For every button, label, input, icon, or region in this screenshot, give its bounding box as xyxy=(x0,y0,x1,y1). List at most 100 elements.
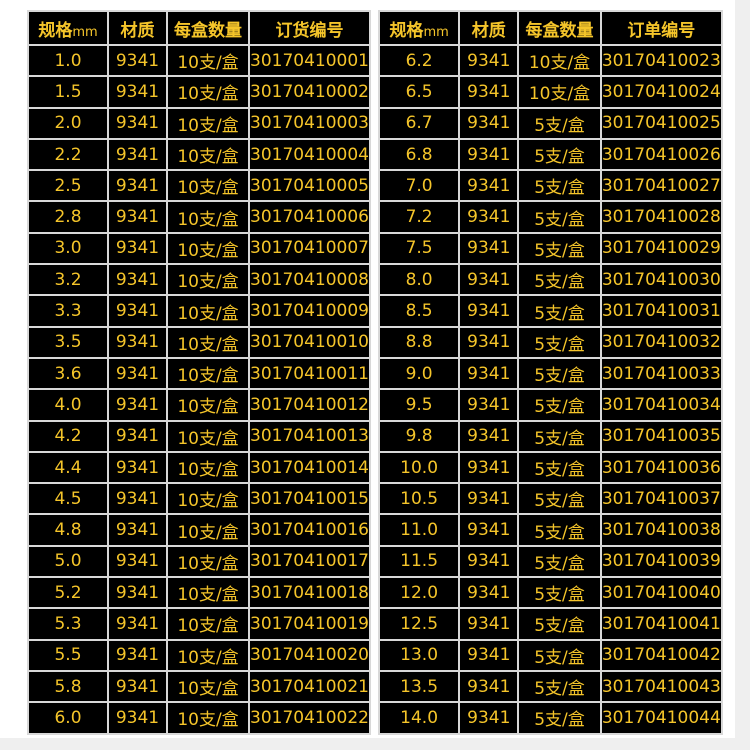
cell-quantity: 10支/盒 xyxy=(166,169,250,203)
cell-material: 9341 xyxy=(458,482,520,516)
table-row: 4.5 9341 10支/盒 30170410015 xyxy=(27,482,371,516)
table-row: 12.5 9341 5支/盒 30170410041 xyxy=(377,607,724,641)
cell-order-number: 30170410031 xyxy=(599,294,724,328)
cell-material: 9341 xyxy=(107,231,168,266)
table-row: 11.5 9341 5支/盒 30170410039 xyxy=(377,544,724,579)
cell-material: 9341 xyxy=(458,231,520,266)
cell-spec: 5.3 xyxy=(27,607,109,641)
cell-spec: 8.0 xyxy=(377,263,461,297)
cell-order-number: 30170410009 xyxy=(248,294,371,328)
cell-spec: 8.8 xyxy=(377,325,461,359)
cell-quantity: 10支/盒 xyxy=(166,669,250,704)
cell-spec: 2.5 xyxy=(27,169,109,203)
cell-quantity: 5支/盒 xyxy=(517,638,602,672)
cell-material: 9341 xyxy=(458,137,520,172)
header-quantity: 每盒数量 xyxy=(166,10,250,46)
cell-order-number: 30170410042 xyxy=(599,638,724,672)
cell-spec: 2.2 xyxy=(27,137,109,172)
table-row: 5.0 9341 10支/盒 30170410017 xyxy=(27,544,371,579)
cell-quantity: 5支/盒 xyxy=(517,169,602,203)
cell-quantity: 5支/盒 xyxy=(517,482,602,516)
cell-quantity: 10支/盒 xyxy=(166,450,250,485)
cell-material: 9341 xyxy=(458,263,520,297)
cell-order-number: 30170410014 xyxy=(248,450,371,485)
cell-spec: 3.0 xyxy=(27,231,109,266)
cell-spec: 3.3 xyxy=(27,294,109,328)
cell-quantity: 5支/盒 xyxy=(517,263,602,297)
table-row: 9.5 9341 5支/盒 30170410034 xyxy=(377,388,724,422)
cell-order-number: 30170410024 xyxy=(599,75,724,109)
cell-quantity: 10支/盒 xyxy=(166,513,250,547)
cell-spec: 13.5 xyxy=(377,669,461,704)
cell-material: 9341 xyxy=(458,638,520,672)
cell-spec: 3.6 xyxy=(27,356,109,391)
cell-quantity: 5支/盒 xyxy=(517,325,602,359)
header-spec-label: 规格 xyxy=(38,20,73,41)
cell-quantity: 10支/盒 xyxy=(166,200,250,234)
cell-material: 9341 xyxy=(458,294,520,328)
cell-order-number: 30170410034 xyxy=(599,388,724,422)
table-row: 1.5 9341 10支/盒 30170410002 xyxy=(27,75,371,109)
cell-order-number: 30170410011 xyxy=(248,356,371,391)
cell-spec: 5.8 xyxy=(27,669,109,704)
cell-material: 9341 xyxy=(107,200,168,234)
cell-spec: 8.5 xyxy=(377,294,461,328)
cell-quantity: 5支/盒 xyxy=(517,356,602,391)
cell-order-number: 30170410038 xyxy=(599,513,724,547)
cell-spec: 2.8 xyxy=(27,200,109,234)
cell-spec: 11.0 xyxy=(377,513,461,547)
header-row: 规格mm 材质 每盒数量 订单编号 xyxy=(377,10,724,46)
cell-material: 9341 xyxy=(458,450,520,485)
cell-quantity: 5支/盒 xyxy=(517,231,602,266)
table-row: 8.0 9341 5支/盒 30170410030 xyxy=(377,263,724,297)
table-row: 3.5 9341 10支/盒 30170410010 xyxy=(27,325,371,359)
table-row: 9.8 9341 5支/盒 30170410035 xyxy=(377,419,724,453)
spec-table-right: 规格mm 材质 每盒数量 订单编号 6.2 9341 10支/盒 30170410023 6.5… xyxy=(377,10,724,735)
cell-order-number: 30170410043 xyxy=(599,669,724,704)
cell-material: 9341 xyxy=(107,43,168,78)
cell-spec: 6.7 xyxy=(377,106,461,140)
cell-quantity: 10支/盒 xyxy=(166,638,250,672)
cell-order-number: 30170410006 xyxy=(248,200,371,234)
cell-spec: 9.8 xyxy=(377,419,461,453)
table-row: 3.3 9341 10支/盒 30170410009 xyxy=(27,294,371,328)
cell-material: 9341 xyxy=(458,388,520,422)
cell-material: 9341 xyxy=(458,607,520,641)
table-row: 6.0 9341 10支/盒 30170410022 xyxy=(27,701,371,735)
cell-quantity: 5支/盒 xyxy=(517,607,602,641)
cell-quantity: 10支/盒 xyxy=(166,356,250,391)
cell-spec: 1.0 xyxy=(27,43,109,78)
cell-order-number: 30170410005 xyxy=(248,169,371,203)
table-row: 5.8 9341 10支/盒 30170410021 xyxy=(27,669,371,704)
table-row: 4.8 9341 10支/盒 30170410016 xyxy=(27,513,371,547)
table-row: 4.4 9341 10支/盒 30170410014 xyxy=(27,450,371,485)
cell-spec: 9.5 xyxy=(377,388,461,422)
cell-quantity: 5支/盒 xyxy=(517,106,602,140)
cell-spec: 11.5 xyxy=(377,544,461,579)
cell-spec: 12.5 xyxy=(377,607,461,641)
table-row: 6.5 9341 10支/盒 30170410024 xyxy=(377,75,724,109)
cell-material: 9341 xyxy=(458,513,520,547)
table-row: 11.0 9341 5支/盒 30170410038 xyxy=(377,513,724,547)
cell-spec: 5.0 xyxy=(27,544,109,579)
table-row: 7.5 9341 5支/盒 30170410029 xyxy=(377,231,724,266)
header-material: 材质 xyxy=(107,10,168,46)
cell-quantity: 5支/盒 xyxy=(517,137,602,172)
cell-order-number: 30170410033 xyxy=(599,356,724,391)
cell-spec: 7.5 xyxy=(377,231,461,266)
cell-quantity: 10支/盒 xyxy=(517,43,602,78)
cell-material: 9341 xyxy=(458,356,520,391)
cell-material: 9341 xyxy=(458,419,520,453)
cell-order-number: 30170410023 xyxy=(599,43,724,78)
header-order-number: 订单编号 xyxy=(599,10,724,46)
cell-material: 9341 xyxy=(107,544,168,579)
table-row: 1.0 9341 10支/盒 30170410001 xyxy=(27,43,371,78)
cell-spec: 4.8 xyxy=(27,513,109,547)
header-unit: mm xyxy=(423,24,449,40)
cell-spec: 12.0 xyxy=(377,576,461,610)
header-spec: 规格mm xyxy=(27,10,109,46)
cell-order-number: 30170410004 xyxy=(248,137,371,172)
cell-quantity: 10支/盒 xyxy=(166,419,250,453)
cell-material: 9341 xyxy=(458,576,520,610)
cell-order-number: 30170410044 xyxy=(599,701,724,735)
